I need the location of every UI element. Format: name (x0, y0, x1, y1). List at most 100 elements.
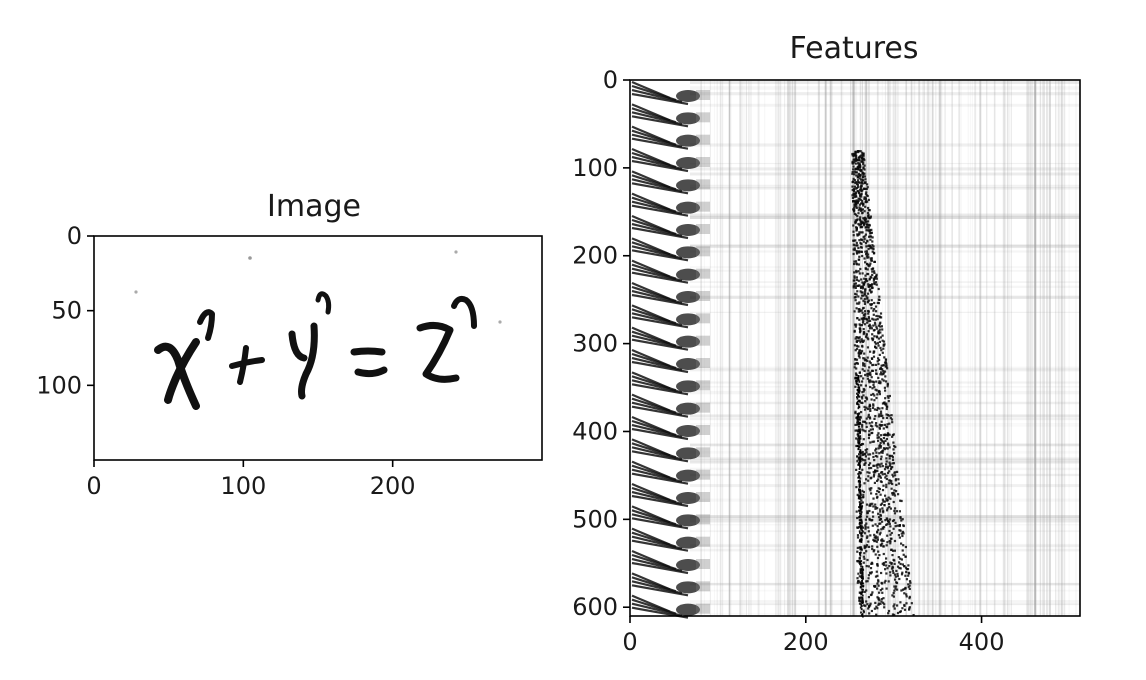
texture-band-dot (908, 584, 911, 587)
texture-streak (825, 80, 827, 616)
texture-band-dot (853, 158, 856, 161)
texture-band-dot (853, 366, 856, 369)
texture-band-dot (874, 363, 878, 366)
texture-line-dot (859, 525, 862, 528)
texture-band-dot (851, 171, 854, 174)
texture-band-dot (877, 487, 880, 490)
texture-line-dot (858, 509, 860, 512)
texture-streak (794, 80, 797, 616)
texture-band-dot (857, 185, 860, 189)
texture-band-dot (885, 413, 888, 416)
texture-band-dot (891, 566, 895, 569)
texture-band-dot (874, 469, 877, 472)
texture-band-dot (891, 492, 894, 495)
texture-band-dot (872, 505, 875, 508)
texture-band-dot (868, 223, 871, 226)
texture-band-dot (877, 415, 880, 418)
texture-band-dot (863, 197, 866, 200)
texture-band-dot (894, 445, 897, 449)
texture-band-dot (862, 202, 865, 205)
texture-band-dot (854, 285, 857, 288)
texture-band-dot (864, 459, 867, 462)
texture-fade (696, 469, 710, 480)
texture-band-dot (874, 323, 877, 326)
texture-band-dot (863, 277, 866, 280)
texture-band-dot (871, 562, 874, 565)
texture-band-dot (854, 358, 857, 361)
handwritten-equation (154, 291, 477, 410)
texture-streak (774, 80, 776, 616)
texture-band-dot (872, 318, 875, 321)
texture-line-dot (861, 529, 863, 532)
texture-band-dot (867, 475, 870, 478)
texture-band-dot (884, 494, 887, 497)
texture-band-dot (898, 529, 901, 532)
texture-band-dot (859, 150, 862, 153)
texture-band-dot (854, 292, 857, 295)
texture-band-dot (884, 561, 887, 564)
texture-band-dot (861, 339, 864, 343)
texture-line-dot (858, 474, 860, 477)
texture-band-dot (878, 340, 881, 343)
texture-band-dot (862, 377, 865, 380)
texture-band-dot (900, 519, 903, 522)
texture-band-dot (867, 320, 870, 323)
texture-fade (696, 425, 710, 435)
texture-line-dot (861, 521, 863, 524)
texture-band-dot (883, 386, 886, 389)
texture-band-dot (856, 179, 860, 182)
texture-band-dot (901, 607, 904, 610)
texture-line-dot (860, 513, 862, 516)
texture-band-dot (855, 486, 858, 489)
texture-band-dot (858, 272, 861, 275)
texture-streak (757, 80, 760, 616)
texture-comb (631, 517, 689, 530)
texture-band-dot (853, 239, 856, 242)
texture-band-dot (864, 226, 867, 229)
texture-band-dot (903, 565, 906, 568)
texture-band-dot (884, 403, 887, 406)
texture-band (690, 167, 1080, 171)
texture-streak (825, 80, 828, 616)
texture-band-dot (888, 394, 891, 398)
texture-line-dot (858, 429, 860, 432)
texture-line-dot (859, 466, 861, 469)
texture-streak (818, 80, 820, 616)
texture-band-dot (872, 538, 875, 541)
texture-band-dot (874, 539, 877, 542)
texture-band-dot (855, 468, 858, 471)
texture-band-dot (854, 150, 857, 153)
texture-band-dot (862, 294, 865, 297)
texture-line-dot (858, 395, 861, 398)
texture-band-dot (892, 527, 895, 530)
texture-line-dot (858, 506, 861, 509)
texture-band (690, 458, 1080, 463)
texture-band-dot (862, 163, 865, 166)
texture-band-dot (869, 303, 872, 306)
texture-band (690, 515, 1080, 518)
texture-band-dot (877, 344, 880, 347)
texture-band-dot (852, 177, 855, 180)
texture-band-dot (878, 436, 881, 439)
texture-band-dot (883, 603, 886, 606)
texture-band-dot (870, 268, 873, 271)
texture-band-dot (892, 500, 895, 504)
texture-band-dot (871, 273, 874, 276)
stroke-eq-2 (354, 366, 388, 378)
texture-band-dot (858, 156, 861, 159)
texture-band-dot (861, 151, 864, 154)
texture-band-dot (880, 364, 883, 367)
texture-band-dot (854, 410, 857, 413)
texture-band-dot (879, 458, 883, 461)
texture-line-dot (861, 572, 864, 575)
texture-band-dot (881, 334, 884, 337)
texture-band-dot (858, 166, 861, 169)
texture-streak (729, 80, 731, 616)
texture-streak (978, 80, 981, 616)
texture-band-dot (870, 398, 873, 401)
texture-band (690, 366, 1080, 370)
texture-band-dot (856, 438, 859, 441)
texture-band-dot (862, 154, 865, 157)
texture-band-dot (851, 160, 854, 163)
texture-band-dot (885, 437, 888, 441)
